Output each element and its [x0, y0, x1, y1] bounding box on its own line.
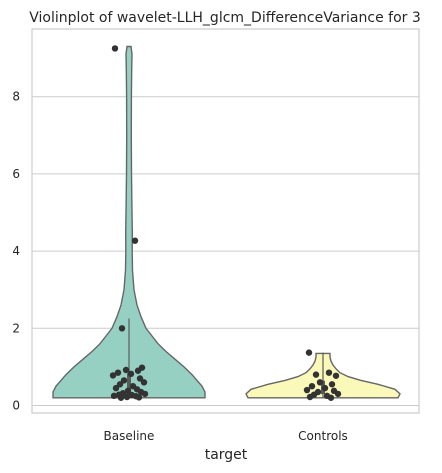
data-point: [312, 371, 320, 378]
x-tick-labels: Baseline Controls: [104, 429, 348, 443]
data-point: [112, 384, 120, 392]
y-tick-label: 2: [12, 321, 20, 335]
data-point: [122, 366, 130, 374]
violin-layer: [52, 45, 401, 399]
data-point: [308, 383, 316, 390]
data-point: [332, 372, 340, 379]
data-point: [110, 392, 118, 400]
data-point: [120, 377, 128, 384]
data-point: [131, 237, 139, 244]
data-point: [111, 45, 119, 52]
y-tick-labels: 0 2 4 6 8: [12, 90, 20, 413]
data-point: [328, 381, 336, 388]
data-point: [321, 384, 329, 392]
plot-frame: [31, 28, 420, 414]
data-point: [305, 349, 313, 356]
data-point: [334, 390, 342, 398]
data-point: [306, 393, 314, 401]
y-tick-label: 0: [12, 399, 20, 413]
violin-body: [52, 45, 206, 399]
data-point: [117, 394, 125, 401]
x-axis-label: target: [205, 447, 248, 463]
data-point: [141, 390, 149, 398]
data-point: [127, 370, 135, 378]
point-layer: [109, 45, 342, 401]
y-tick-label: 4: [12, 244, 20, 258]
data-point: [140, 379, 148, 386]
data-point: [114, 369, 122, 376]
grid-layer: [32, 96, 419, 406]
data-point: [136, 375, 144, 382]
x-tick-label: Baseline: [104, 429, 155, 443]
chart-title: Violinplot of wavelet-LLH_glcm_Differenc…: [29, 10, 421, 26]
x-tick-label: Controls: [298, 429, 348, 443]
data-point: [327, 394, 335, 401]
data-point: [109, 372, 117, 379]
data-point: [303, 386, 311, 394]
y-tick-label: 8: [12, 90, 20, 104]
data-point: [124, 387, 132, 395]
y-tick-label: 6: [12, 167, 20, 181]
data-point: [134, 367, 142, 374]
data-point: [118, 325, 126, 332]
data-point: [135, 394, 143, 401]
data-point: [123, 393, 131, 401]
data-point: [116, 381, 124, 388]
data-point: [325, 369, 333, 376]
data-point: [316, 379, 324, 386]
